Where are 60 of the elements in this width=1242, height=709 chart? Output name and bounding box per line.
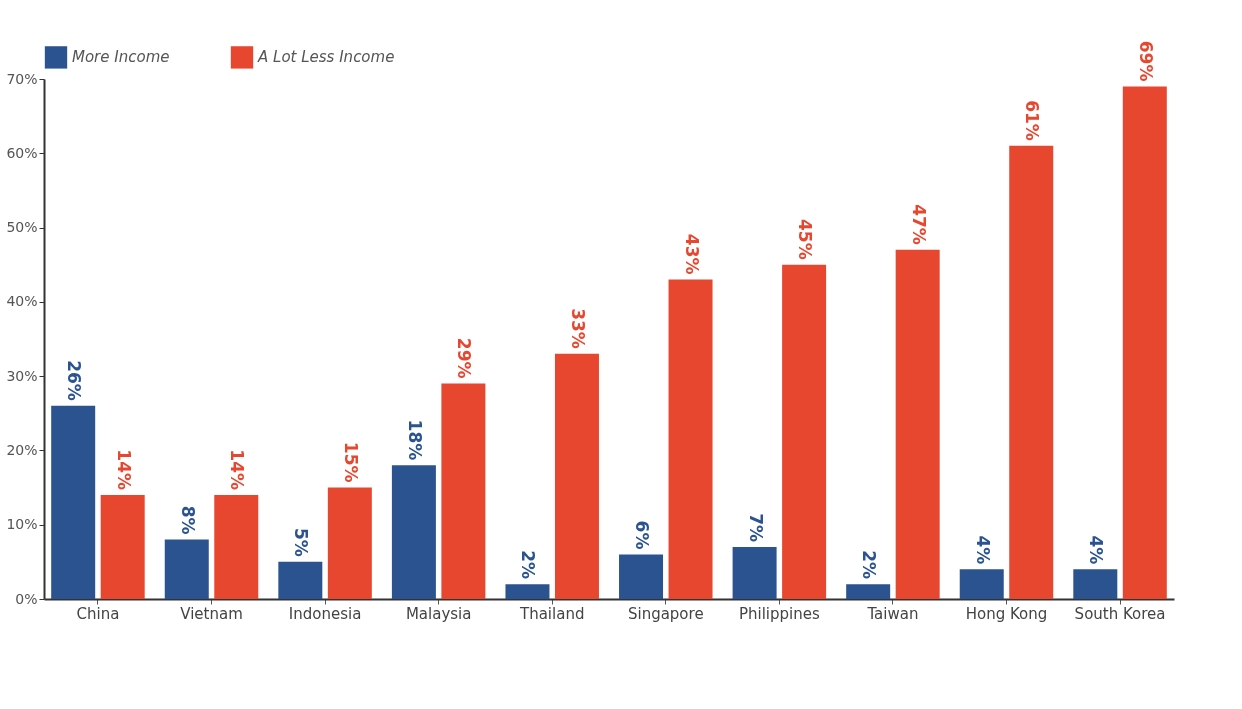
- bar: [100, 495, 145, 599]
- x-tick-label: Vietnam: [180, 604, 243, 623]
- bar: [619, 554, 664, 599]
- data-label: 6%: [632, 520, 653, 550]
- y-tick-label: 40%: [6, 293, 38, 310]
- bar: [441, 383, 486, 599]
- bar: [391, 465, 436, 599]
- bar: [327, 487, 372, 599]
- y-tick-label: 50%: [6, 219, 38, 236]
- data-label: 7%: [745, 513, 766, 542]
- bar: [164, 539, 209, 599]
- data-label: 14%: [113, 449, 134, 490]
- y-tick-label: 0%: [15, 590, 38, 607]
- bar: [668, 279, 713, 599]
- y-tick-label: 70%: [6, 70, 38, 87]
- x-tick-label: Philippines: [738, 604, 820, 623]
- data-label: 5%: [291, 527, 312, 557]
- x-tick-label: Thailand: [519, 604, 585, 623]
- bar: [51, 405, 96, 599]
- data-label: 4%: [972, 535, 993, 565]
- data-label: 29%: [454, 337, 475, 379]
- data-label: 8%: [177, 505, 198, 535]
- bar: [1009, 145, 1054, 599]
- data-label: 2%: [859, 550, 880, 580]
- bar: [554, 353, 599, 599]
- data-label: 43%: [681, 233, 702, 275]
- y-tick-label: 10%: [6, 516, 38, 533]
- data-label: 45%: [795, 219, 816, 260]
- bar: [214, 495, 259, 599]
- x-tick-label: Hong Kong: [965, 604, 1048, 623]
- bar: [782, 264, 827, 599]
- bar: [846, 584, 891, 599]
- bar: [278, 561, 323, 599]
- x-tick-label: Taiwan: [866, 604, 919, 623]
- data-label: 47%: [908, 204, 929, 245]
- legend-label: More Income: [72, 48, 170, 67]
- data-label: 15%: [340, 441, 361, 483]
- data-label: 61%: [1022, 100, 1043, 141]
- y-tick-label: 60%: [6, 144, 38, 161]
- x-tick-label: Malaysia: [405, 604, 472, 623]
- y-tick-label: 30%: [6, 367, 38, 384]
- data-label: 26%: [64, 360, 85, 401]
- bar: [732, 547, 777, 599]
- x-tick-label: Singapore: [627, 604, 704, 623]
- bar: [1073, 569, 1118, 599]
- x-tick-label: South Korea: [1074, 604, 1166, 623]
- bar: [505, 584, 550, 599]
- data-label: 2%: [518, 550, 539, 580]
- data-label: 33%: [567, 308, 588, 349]
- legend-label: A Lot Less Income: [257, 48, 395, 67]
- data-label: 69%: [1135, 40, 1156, 82]
- data-label: 14%: [227, 449, 248, 490]
- bar: [959, 569, 1004, 599]
- bar: [1122, 86, 1167, 599]
- x-tick-label: Indonesia: [288, 604, 362, 623]
- bar: [895, 249, 940, 599]
- y-tick-label: 20%: [6, 441, 38, 458]
- x-tick-label: China: [76, 604, 120, 623]
- data-label: 18%: [404, 419, 425, 461]
- data-label: 4%: [1086, 535, 1107, 565]
